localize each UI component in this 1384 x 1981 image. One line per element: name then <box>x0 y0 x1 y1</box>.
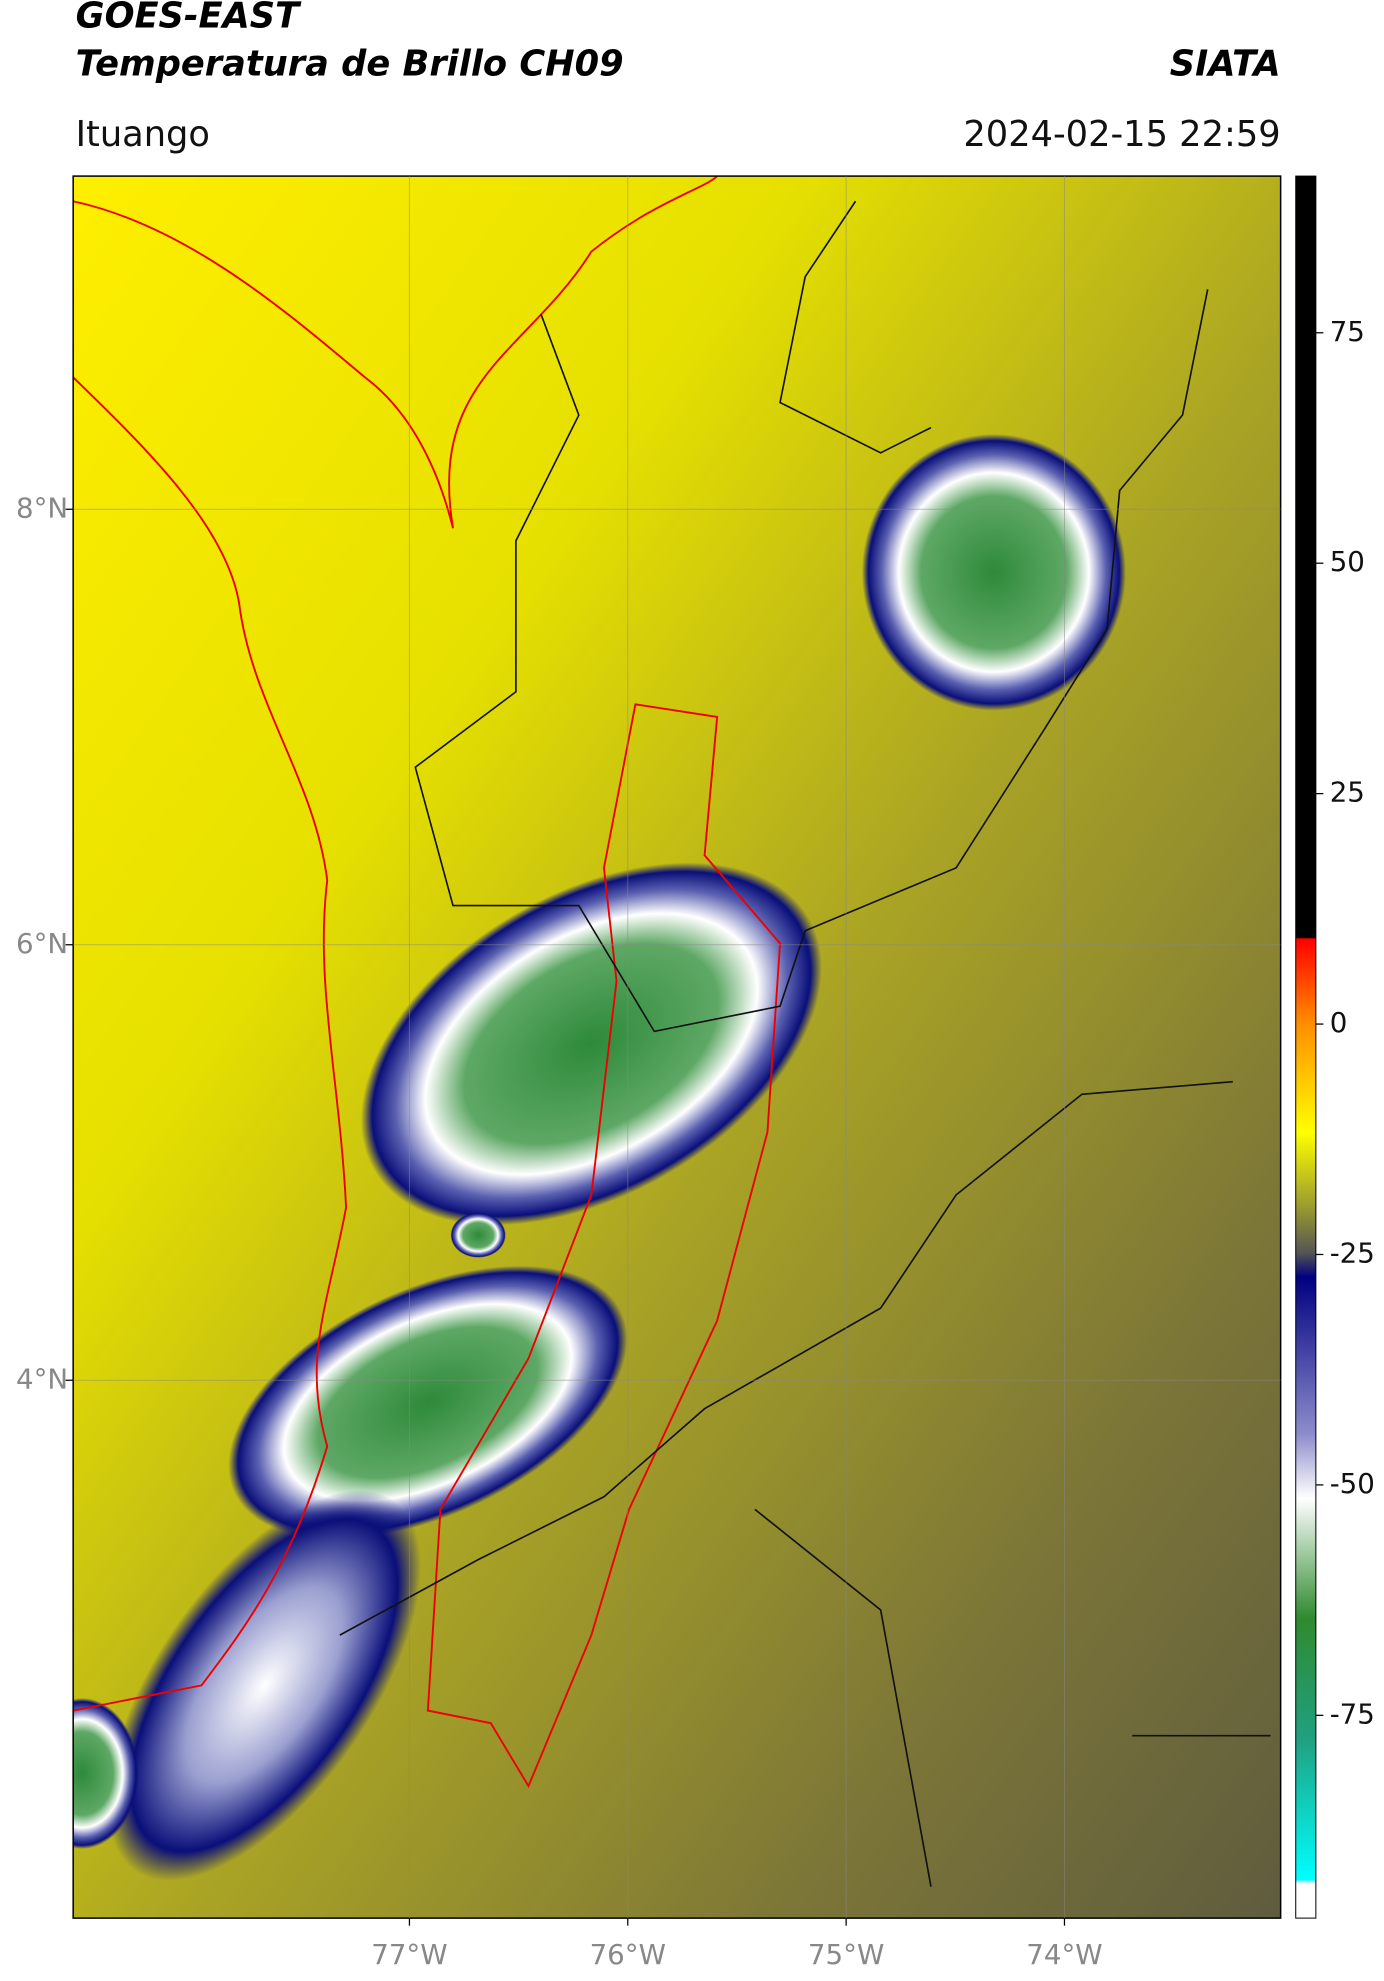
x-tick-label: 74°W <box>1026 1938 1102 1971</box>
colorbar-tick-label: 25 <box>1330 776 1365 809</box>
y-tick-label: 4°N <box>16 1362 68 1395</box>
cloud <box>107 1490 421 1881</box>
cloud <box>228 1265 628 1540</box>
cloud <box>861 433 1126 711</box>
cloud <box>360 862 822 1226</box>
boundaries <box>339 200 1271 1887</box>
colorbar-tick-label: 0 <box>1330 1006 1348 1039</box>
colorbar <box>1295 175 1317 1919</box>
location: Ituango <box>76 114 210 155</box>
coastline <box>73 376 348 1712</box>
map-frame <box>72 175 1282 1919</box>
x-tick-label: 76°W <box>590 1938 666 1971</box>
subtitle: Temperatura de Brillo CH09 <box>76 43 624 84</box>
y-tick-label: 6°N <box>16 927 68 960</box>
colorbar-tick-label: 75 <box>1330 315 1365 348</box>
datetime: 2024-02-15 22:59 <box>963 114 1280 155</box>
cloud <box>450 1212 506 1258</box>
colorbar-tick-label: -75 <box>1330 1697 1375 1730</box>
title: GOES-EAST <box>76 0 302 37</box>
coastline <box>73 176 718 529</box>
colorbar-tick-label: 50 <box>1330 545 1365 578</box>
x-tick-label: 75°W <box>808 1938 884 1971</box>
cloud <box>73 1698 139 1849</box>
source: SIATA <box>1170 43 1281 84</box>
colorbar-tick-label: -25 <box>1330 1236 1375 1269</box>
colorbar-tick-label: -50 <box>1330 1467 1375 1500</box>
region-outline <box>426 703 782 1789</box>
map <box>73 176 1281 1919</box>
y-tick-label: 8°N <box>16 491 68 524</box>
x-tick-label: 77°W <box>371 1938 447 1971</box>
